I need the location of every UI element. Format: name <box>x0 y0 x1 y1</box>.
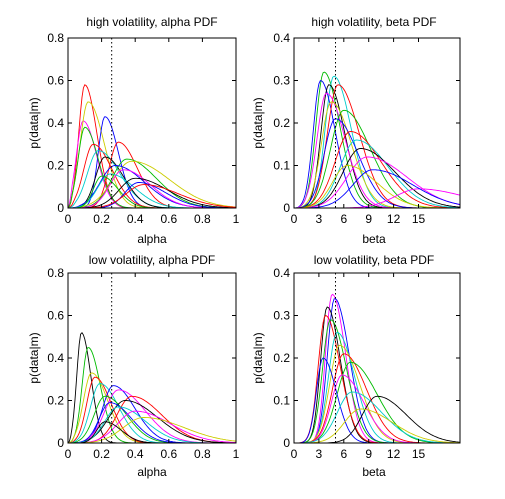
y-tick-label: 0.1 <box>273 159 290 173</box>
series-line-9 <box>294 131 460 209</box>
chart-title: high volatility, alpha PDF <box>86 15 217 29</box>
series-line-13 <box>294 408 460 444</box>
y-tick-label: 0.2 <box>47 394 64 408</box>
x-tick-label: 0 <box>65 212 72 226</box>
y-tick-label: 0.2 <box>273 116 290 130</box>
x-tick-label: 0.8 <box>194 447 211 461</box>
x-tick-label: 15 <box>412 212 426 226</box>
y-tick-label: 0.6 <box>47 74 64 88</box>
x-tick-label: 6 <box>340 212 347 226</box>
series-line-8 <box>68 141 236 209</box>
series-line-4 <box>294 84 460 209</box>
x-tick-label: 0 <box>65 447 72 461</box>
x-tick-label: 9 <box>365 447 372 461</box>
axes-box <box>67 37 237 209</box>
plot-area: 0 3 6 9 12 15 0 0.1 0.2 0.3 0.4 <box>273 31 461 226</box>
series-line-5 <box>67 143 236 209</box>
plot-area: 0 0.2 0.4 0.6 0.8 1 0 0.2 0.4 0.6 0.8 <box>47 266 239 461</box>
x-tick-label: 0.2 <box>93 447 110 461</box>
series-line-3 <box>294 84 460 209</box>
x-axis-label: alpha <box>137 232 167 246</box>
x-tick-label: 0.2 <box>93 212 110 226</box>
series-line-12 <box>294 156 461 209</box>
series-line-2 <box>67 101 236 209</box>
x-tick-label: 9 <box>365 212 372 226</box>
series-line-10 <box>68 160 237 209</box>
x-tick-label: 0.6 <box>160 212 177 226</box>
x-axis-label: beta <box>362 465 386 479</box>
y-tick-label: 0.8 <box>47 266 64 280</box>
x-axis-label: alpha <box>137 465 167 479</box>
y-tick-label: 0 <box>283 436 290 450</box>
y-tick-label: 0.4 <box>47 116 64 130</box>
y-tick-label: 0.8 <box>47 31 64 45</box>
series-line-10 <box>294 139 461 209</box>
x-tick-label: 0 <box>291 447 298 461</box>
x-tick-label: 6 <box>340 447 347 461</box>
y-tick-label: 0 <box>57 201 64 215</box>
series-line-17 <box>68 184 237 209</box>
series-line-12 <box>294 391 460 444</box>
y-tick-label: 0 <box>283 201 290 215</box>
plot-area: 0 0.2 0.4 0.6 0.8 1 0 0.2 0.4 0.6 0.8 <box>47 31 239 226</box>
y-tick-label: 0.2 <box>273 351 290 365</box>
y-tick-label: 0.4 <box>273 31 290 45</box>
y-axis-label: p(data|m) <box>27 97 41 148</box>
panel-high-volatility-alpha: high volatility, alpha PDF 0 0.2 0.4 0.6 0.8… <box>27 15 240 246</box>
panel-high-volatility-beta: high volatility, beta PDF 0 3 6 9 12 15 0 0.1 0.… <box>251 15 461 246</box>
series-line-11 <box>68 406 236 444</box>
x-tick-label: 0 <box>291 212 298 226</box>
chart-title: high volatility, beta PDF <box>311 15 436 29</box>
y-axis-label: p(data|m) <box>27 332 41 383</box>
y-tick-label: 0.6 <box>47 309 64 323</box>
y-tick-label: 0.2 <box>47 159 64 173</box>
x-tick-label: 0.4 <box>127 447 144 461</box>
series-line-11 <box>294 148 461 209</box>
y-tick-label: 0.4 <box>273 266 290 280</box>
x-axis-label: beta <box>362 232 386 246</box>
series-line-13 <box>68 417 237 444</box>
series-line-8 <box>294 361 460 444</box>
chart-title: low volatility, alpha PDF <box>89 253 216 267</box>
x-tick-label: 1 <box>233 447 240 461</box>
y-axis-label: p(data|m) <box>251 332 265 383</box>
series-line-0 <box>294 293 460 444</box>
x-tick-label: 0.6 <box>160 447 177 461</box>
y-tick-label: 0.1 <box>273 394 290 408</box>
series-line-6 <box>67 150 236 209</box>
x-tick-label: 12 <box>387 447 401 461</box>
y-tick-label: 0.4 <box>47 351 64 365</box>
x-tick-label: 3 <box>316 447 323 461</box>
x-tick-label: 12 <box>387 212 401 226</box>
y-tick-label: 0.3 <box>273 309 290 323</box>
y-axis-label: p(data|m) <box>251 97 265 148</box>
series-line-12 <box>68 410 237 444</box>
x-tick-label: 15 <box>412 447 426 461</box>
series-line-13 <box>294 165 460 209</box>
x-tick-label: 3 <box>316 212 323 226</box>
panel-low-volatility-alpha: low volatility, alpha PDF 0 0.2 0.4 0.6 0.8 1… <box>27 253 240 479</box>
x-tick-label: 1 <box>233 212 240 226</box>
series-line-9 <box>68 400 236 444</box>
y-tick-label: 0 <box>57 436 64 450</box>
y-tick-label: 0.3 <box>273 74 290 88</box>
x-tick-label: 0.8 <box>194 212 211 226</box>
plot-area: 0 3 6 9 12 15 0 0.1 0.2 0.3 0.4 <box>273 266 461 461</box>
series-line-0 <box>294 71 460 209</box>
series-line-15 <box>294 169 461 209</box>
series-line-14 <box>68 177 237 209</box>
panel-low-volatility-beta: low volatility, beta PDF 0 3 6 9 12 15 0 0.1 0.2… <box>251 253 461 479</box>
chart-title: low volatility, beta PDF <box>314 253 435 267</box>
x-tick-label: 0.4 <box>127 212 144 226</box>
